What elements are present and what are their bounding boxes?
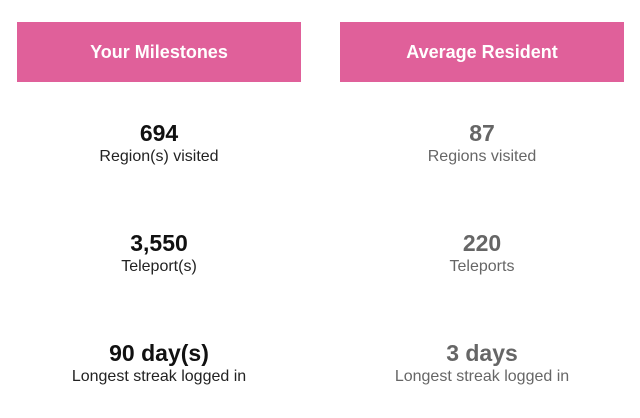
average-longest-streak-stat: 3 days Longest streak logged in [340, 339, 624, 387]
your-milestones-column: Your Milestones 694 Region(s) visited 3,… [17, 22, 301, 385]
stat-label: Region(s) visited [99, 148, 219, 165]
stat-label: Teleports [449, 258, 515, 275]
stat-label: Longest streak logged in [71, 368, 247, 385]
average-resident-header: Average Resident [340, 22, 624, 82]
your-milestones-header: Your Milestones [17, 22, 301, 82]
average-resident-title: Average Resident [406, 41, 558, 62]
stat-value: 87 [469, 120, 495, 146]
your-longest-streak-stat: 90 day(s) Longest streak logged in [17, 339, 301, 387]
stat-label: Regions visited [427, 148, 537, 165]
your-teleports-stat: 3,550 Teleport(s) [17, 229, 301, 277]
stat-value: 3 days [446, 340, 518, 366]
average-resident-column: Average Resident 87 Regions visited 220 … [340, 22, 624, 385]
stat-label: Longest streak logged in [394, 368, 570, 385]
average-teleports-stat: 220 Teleports [340, 229, 624, 277]
stat-value: 220 [462, 230, 502, 256]
average-regions-visited-stat: 87 Regions visited [340, 119, 624, 167]
stat-value: 3,550 [130, 230, 188, 256]
stat-value: 90 day(s) [109, 340, 209, 366]
stat-label: Teleport(s) [121, 258, 197, 275]
stat-value: 694 [139, 120, 179, 146]
your-milestones-title: Your Milestones [90, 41, 228, 62]
your-regions-visited-stat: 694 Region(s) visited [17, 119, 301, 167]
